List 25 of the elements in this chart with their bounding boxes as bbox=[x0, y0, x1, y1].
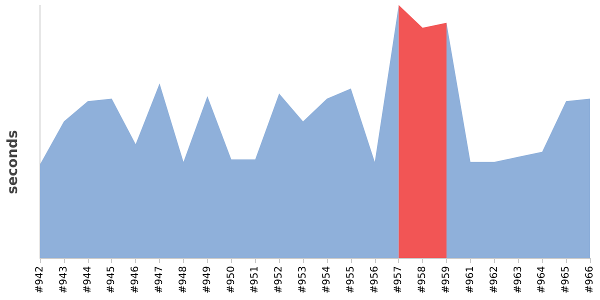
x-tick-label: #964 bbox=[536, 266, 548, 294]
x-tick-label: #943 bbox=[58, 266, 70, 294]
x-tick-label: #965 bbox=[560, 266, 572, 294]
x-tick-label: #966 bbox=[584, 266, 596, 294]
x-tick-label: #952 bbox=[274, 266, 285, 294]
x-tick-label: #944 bbox=[82, 266, 94, 294]
x-tick-label: #951 bbox=[250, 266, 261, 294]
x-tick-label: #956 bbox=[369, 266, 380, 294]
x-tick-label: #946 bbox=[130, 266, 142, 294]
x-tick-label: #950 bbox=[226, 266, 237, 294]
x-tick-label: #957 bbox=[393, 266, 404, 294]
x-tick-label: #945 bbox=[106, 266, 118, 294]
x-tick-label: #962 bbox=[488, 266, 500, 294]
x-tick-label: #949 bbox=[202, 266, 213, 294]
x-tick-label: #953 bbox=[298, 266, 309, 294]
x-tick-label: #959 bbox=[441, 266, 452, 294]
x-tick-label: #963 bbox=[512, 266, 524, 294]
x-tick-label: #954 bbox=[321, 266, 332, 294]
x-tick-label: #955 bbox=[345, 266, 356, 294]
x-tick-label: #942 bbox=[34, 266, 46, 294]
x-tick-label: #947 bbox=[154, 266, 166, 294]
x-tick-label: #948 bbox=[178, 266, 189, 294]
x-tick-label: #958 bbox=[417, 266, 428, 294]
x-tick-label: #961 bbox=[464, 266, 476, 294]
y-axis-title: seconds bbox=[5, 130, 21, 194]
